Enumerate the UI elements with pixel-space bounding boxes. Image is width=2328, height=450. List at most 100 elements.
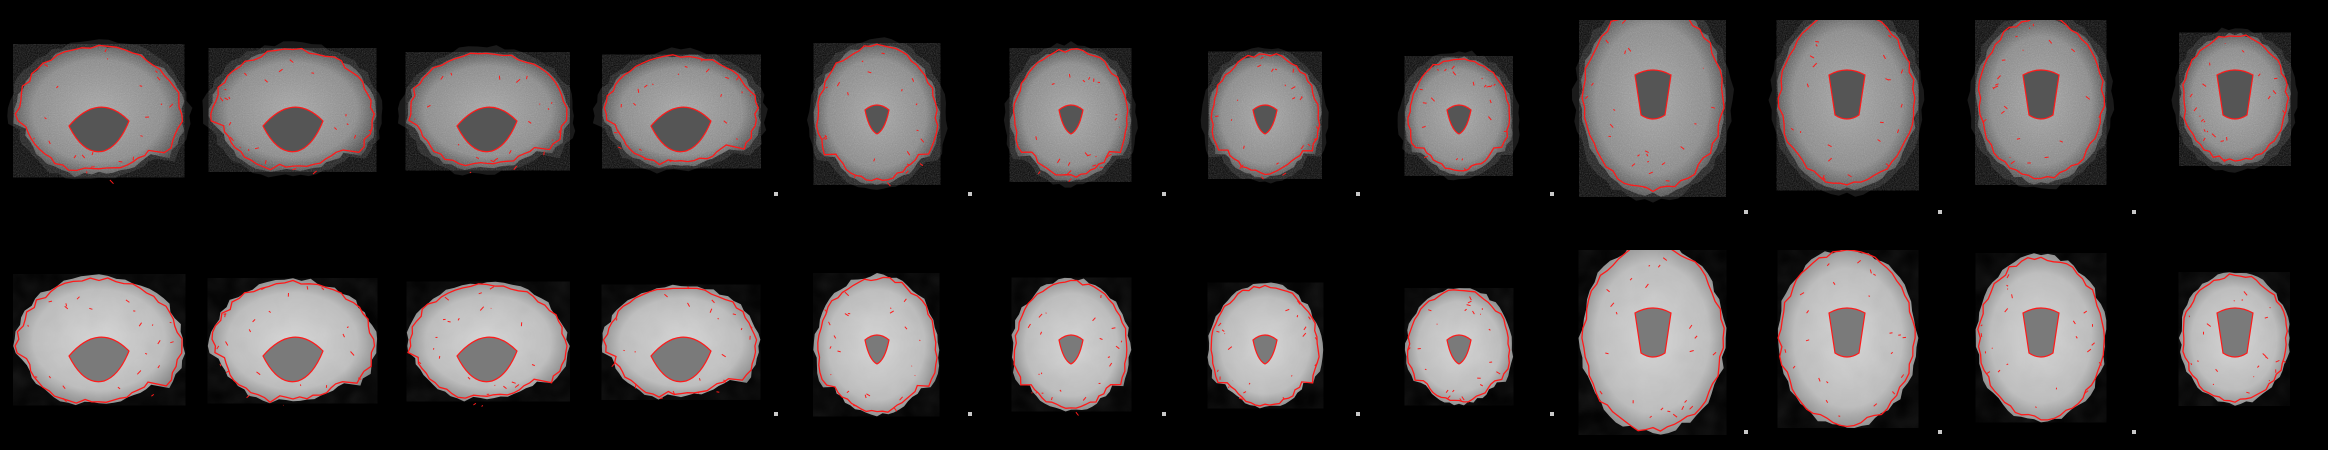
edge-speck: [152, 324, 153, 325]
edge-speck: [527, 76, 528, 79]
edge-speck: [1069, 74, 1070, 77]
edge-speck: [1297, 315, 1298, 317]
scale-marker: [1550, 192, 1554, 196]
edge-speck: [170, 322, 172, 323]
edge-speck: [1437, 324, 1438, 325]
brain-slice-coronal: [780, 250, 974, 450]
brain-slice-axial: [1556, 20, 1750, 220]
edge-speck: [1992, 348, 1993, 349]
edge-speck: [1815, 42, 1819, 43]
edge-speck: [151, 394, 153, 396]
edge-speck: [551, 102, 552, 104]
edge-speck: [917, 130, 919, 131]
brain-slice-sagittal: [198, 250, 392, 450]
scale-marker: [774, 412, 778, 416]
edge-speck: [612, 363, 615, 367]
edge-speck: [1649, 265, 1650, 266]
edge-speck: [2224, 159, 2225, 162]
edge-speck: [2045, 157, 2049, 158]
brain-slice-sagittal: [586, 250, 780, 450]
edge-speck: [1293, 69, 1294, 73]
scale-marker: [1938, 210, 1942, 214]
edge-speck: [2099, 116, 2100, 118]
edge-speck: [473, 403, 476, 405]
edge-speck: [2207, 131, 2208, 132]
edge-speck: [1462, 159, 1463, 161]
brain-slice-axial: [2138, 250, 2328, 450]
edge-speck: [1666, 181, 1670, 182]
edge-speck: [140, 136, 142, 137]
edge-speck: [1423, 103, 1427, 104]
brain-slice-axial: [1750, 250, 1944, 450]
edge-speck: [890, 308, 891, 309]
edge-speck: [1229, 387, 1230, 388]
brain-slice-coronal: [1362, 250, 1556, 450]
edge-speck: [1890, 333, 1893, 334]
scale-marker: [2132, 430, 2136, 434]
edge-speck: [448, 321, 451, 322]
brain-slice-coronal: [974, 20, 1168, 220]
edge-speck: [919, 340, 920, 341]
edge-speck: [2234, 301, 2235, 302]
edge-speck: [110, 180, 114, 184]
edge-speck: [652, 84, 653, 85]
edge-speck: [1291, 375, 1292, 376]
edge-speck: [1667, 411, 1670, 412]
edge-speck: [2221, 141, 2224, 142]
edge-speck: [741, 328, 742, 330]
edge-speck: [307, 286, 308, 289]
edge-speck: [470, 172, 471, 173]
scale-marker: [1356, 192, 1360, 196]
scale-marker: [968, 412, 972, 416]
brain-slice-coronal: [1168, 250, 1362, 450]
brain-slice-coronal: [1168, 20, 1362, 220]
edge-speck: [220, 364, 221, 366]
edge-speck: [2274, 78, 2277, 79]
scale-marker: [1162, 412, 1166, 416]
scale-marker: [774, 192, 778, 196]
brain-slice-sagittal: [4, 20, 198, 220]
edge-speck: [853, 406, 857, 407]
edge-speck: [733, 146, 734, 147]
brain-slice-axial: [1750, 20, 1944, 220]
brain-slice-coronal: [780, 20, 974, 220]
brain-slice-sagittal: [198, 20, 392, 220]
edge-speck: [1237, 100, 1238, 101]
edge-speck: [882, 53, 885, 54]
edge-speck: [66, 303, 67, 306]
scale-marker: [1744, 430, 1748, 434]
edge-speck: [35, 377, 37, 378]
edge-speck: [28, 325, 29, 327]
edge-speck: [225, 89, 227, 90]
edge-speck: [1647, 161, 1649, 162]
brain-slice-axial: [1944, 20, 2138, 220]
edge-speck: [2016, 36, 2018, 37]
scale-marker: [1162, 192, 1166, 196]
edge-speck: [698, 393, 699, 394]
edge-speck: [2200, 116, 2201, 117]
edge-speck: [736, 139, 738, 140]
edge-speck: [1838, 416, 1840, 417]
edge-speck: [1076, 412, 1079, 415]
edge-speck: [544, 152, 545, 156]
edge-speck: [1112, 328, 1116, 329]
brain-slice-axial: [2138, 20, 2328, 220]
edge-speck: [2017, 139, 2020, 140]
edge-speck: [848, 92, 849, 95]
edge-speck: [119, 161, 123, 162]
edge-speck: [2253, 377, 2254, 378]
brain-slice-coronal: [974, 250, 1168, 450]
edge-speck: [902, 89, 903, 91]
edge-speck: [1605, 353, 1608, 354]
edge-speck: [718, 318, 719, 319]
slice-montage: [0, 0, 2328, 436]
brain-slice-sagittal: [392, 250, 586, 450]
edge-speck: [1121, 341, 1122, 343]
scale-marker: [1356, 412, 1360, 416]
edge-speck: [1046, 313, 1047, 314]
edge-speck: [559, 131, 560, 134]
brain-slice-sagittal: [392, 20, 586, 220]
scale-marker: [2132, 210, 2136, 214]
scale-marker: [1550, 412, 1554, 416]
edge-speck: [616, 318, 617, 320]
